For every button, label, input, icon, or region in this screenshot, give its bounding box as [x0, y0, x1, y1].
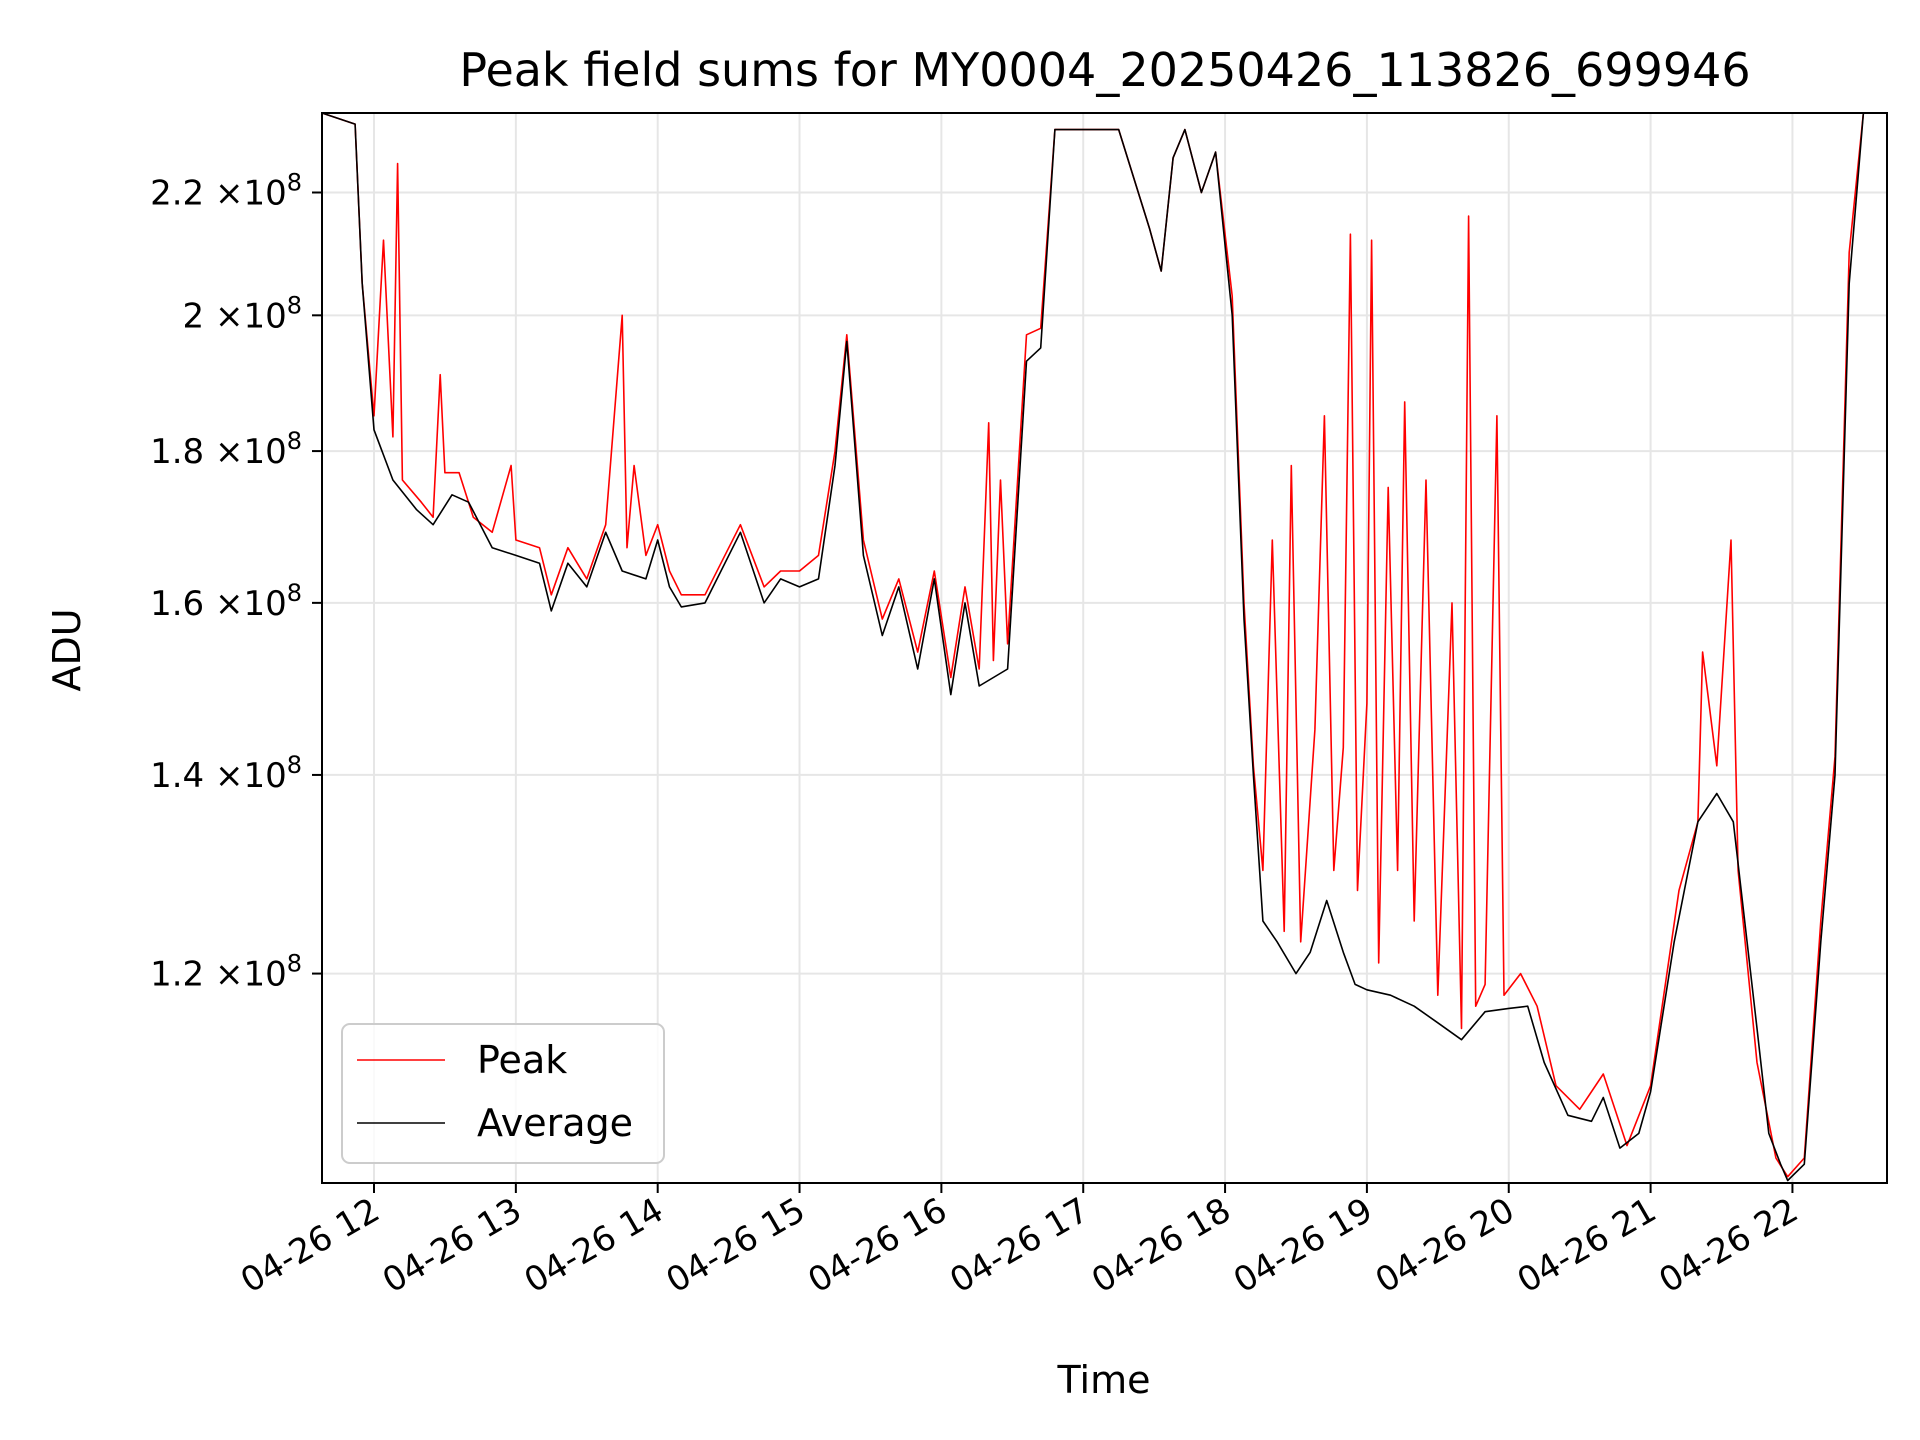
y-tick-exponent: 8 — [287, 427, 302, 455]
legend-label-average: Average — [477, 1101, 633, 1145]
series-layer — [321, 112, 1887, 1182]
y-tick-label: 1.8 ×108 — [150, 427, 302, 472]
y-tick-label: 1.4 ×108 — [150, 751, 302, 796]
legend: Peak Average — [341, 1023, 665, 1164]
y-tick-label: 1.2 ×108 — [150, 950, 302, 995]
chart-title: Peak field sums for MY0004_20250426_1138… — [459, 43, 1750, 97]
y-tick-mantissa: 1.8 ×10 — [150, 432, 287, 472]
y-tick-mantissa: 2.2 ×10 — [150, 173, 287, 213]
series-line-average — [321, 112, 1887, 1182]
y-tick-mantissa: 1.6 ×10 — [150, 584, 287, 624]
y-tick-label: 2 ×108 — [183, 291, 302, 336]
y-tick-mantissa: 2 ×10 — [183, 296, 287, 336]
y-tick-mantissa: 1.4 ×10 — [150, 756, 287, 796]
legend-box — [341, 1023, 665, 1164]
y-tick-exponent: 8 — [287, 950, 302, 978]
y-tick-exponent: 8 — [287, 291, 302, 319]
grid-layer — [322, 113, 1887, 1183]
y-tick-label: 2.2 ×108 — [150, 168, 302, 213]
y-tick-exponent: 8 — [287, 751, 302, 779]
legend-label-peak: Peak — [477, 1038, 567, 1082]
y-tick-exponent: 8 — [287, 579, 302, 607]
y-axis-label: ADU — [45, 608, 89, 691]
x-axis-label: Time — [1057, 1358, 1151, 1402]
y-tick-exponent: 8 — [287, 168, 302, 196]
plot-frame — [321, 112, 1888, 1184]
y-tick-mantissa: 1.2 ×10 — [150, 955, 287, 995]
y-tick-label: 1.6 ×108 — [150, 579, 302, 624]
